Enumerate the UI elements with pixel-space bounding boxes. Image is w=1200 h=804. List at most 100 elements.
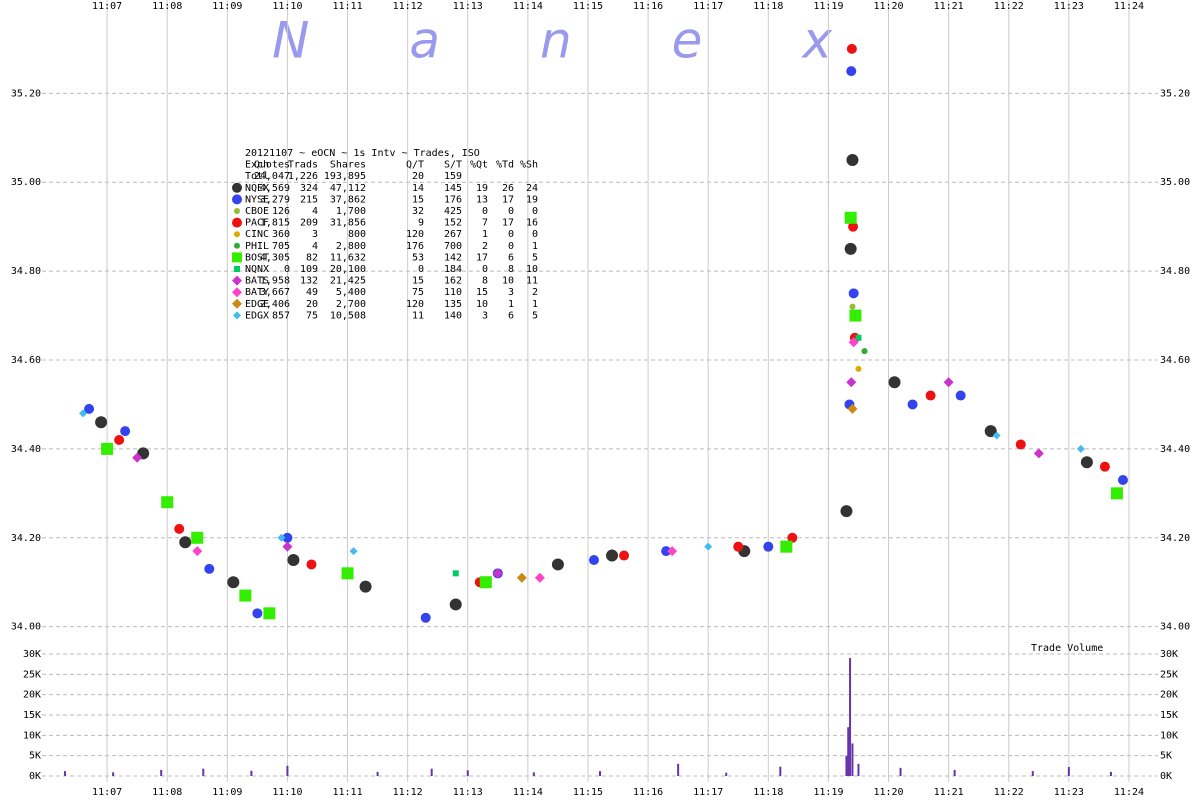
volume-bar [847,727,850,776]
stats-cell: 16 [526,218,538,229]
stats-cell: 15 [412,276,424,287]
stats-cell: 176 [406,241,424,252]
legend-marker [232,275,242,286]
trade-marker [733,541,744,552]
x-tick-label: 11:09 [212,787,242,798]
stats-cell: 4 [312,206,318,217]
stats-cell: 17 [502,194,514,205]
stats-cell: 3,667 [260,287,290,298]
stats-cell: 324 [300,183,318,194]
trade-marker [449,598,462,611]
trade-marker [1015,439,1026,450]
trade-marker [667,546,678,557]
stats-cell: 0 [532,206,538,217]
trade-marker [161,496,174,509]
x-tick-label: 11:17 [693,787,723,798]
trade-marker [848,288,859,299]
trade-marker [287,554,300,566]
trade-marker [79,409,88,418]
volume-bar [376,771,379,776]
x-tick-label: 11:22 [994,787,1024,798]
y-tick-label: 5K [29,751,41,762]
stats-cell: 132 [300,276,318,287]
stats-cell: 1 [482,229,488,240]
stats-header: %Qt [470,160,488,171]
stats-cell: 20 [306,299,318,310]
stats-title: 20121107 ~ eOCN ~ 1s Intv ~ Trades, ISO [245,148,480,159]
x-tick-label: 11:23 [1054,787,1084,798]
stats-cell: 2 [482,241,488,252]
trade-marker [846,377,857,388]
volume-bar [250,770,253,776]
stats-header: Exch [245,160,269,171]
stats-cell: 10 [476,299,488,310]
stats-cell: 75 [412,287,424,298]
legend-label: NQNX [245,264,269,275]
stats-cell: 14 [412,183,424,194]
stats-cell: 1,700 [336,206,366,217]
stats-cell: 6 [508,310,514,321]
legend-marker [232,217,242,228]
stats-cell: 3 [312,229,318,240]
y-tick-label: 34.60 [1160,355,1190,366]
trade-marker [1033,448,1044,459]
trade-marker [1076,444,1085,453]
trade-marker [704,542,713,551]
trade-marker [846,154,859,166]
volume-bar [953,769,956,776]
stats-cell: 26 [502,183,514,194]
y-tick-label: 34.80 [11,266,41,277]
volume-bar [899,767,902,776]
trade-marker [359,580,372,593]
trade-marker [192,546,203,557]
volume-bar [64,771,67,776]
stats-cell: 2,406 [260,299,290,310]
trade-marker [1110,487,1123,500]
trade-marker [263,607,276,620]
y-tick-label: 34.40 [11,444,41,455]
stats-header: %Sh [520,160,538,171]
trade-marker [1117,475,1128,485]
legend-marker [234,231,240,238]
stats-total-cell: 159 [444,171,462,182]
trade-marker [606,549,619,562]
y-tick-label: 35.00 [1160,177,1190,188]
stats-cell: 49 [306,287,318,298]
trade-marker [588,555,599,565]
stats-cell: 19 [476,183,488,194]
stats-cell: 2 [532,287,538,298]
x-tick-label: 11:24 [1114,787,1144,798]
trade-marker [787,532,798,543]
legend-label: EDGX [245,310,269,321]
y-tick-label: 5K [1160,751,1172,762]
stats-cell: 142 [444,252,462,263]
stats-cell: 110 [444,287,462,298]
trade-marker [492,568,503,579]
trade-marker [855,365,862,372]
stats-cell: 20,100 [330,264,366,275]
x-tick-label: 11:16 [633,787,663,798]
x-tick-label: 11:08 [152,787,182,798]
stats-cell: 31,856 [330,218,366,229]
trade-marker [479,576,492,589]
x-tick-label: 11:21 [934,787,964,798]
trade-marker [846,66,857,77]
trade-marker [349,547,358,556]
y-tick-label: 25K [23,669,41,680]
trade-marker [191,531,204,544]
y-tick-label: 30K [1160,649,1178,660]
x-tick-label: 11:23 [1054,1,1084,12]
stats-cell: 11,632 [330,252,366,263]
stats-cell: 5 [532,310,538,321]
trade-marker [239,589,252,602]
trade-marker [619,550,630,561]
volume-bar [677,763,680,776]
stats-cell: 135 [444,299,462,310]
trade-marker [780,540,793,553]
x-tick-label: 11:11 [332,1,362,12]
volume-bar [1031,771,1034,776]
stats-cell: 2,700 [336,299,366,310]
stats-cell: 5,400 [336,287,366,298]
trade-marker [282,541,293,552]
stats-total-cell: 20 [412,171,424,182]
